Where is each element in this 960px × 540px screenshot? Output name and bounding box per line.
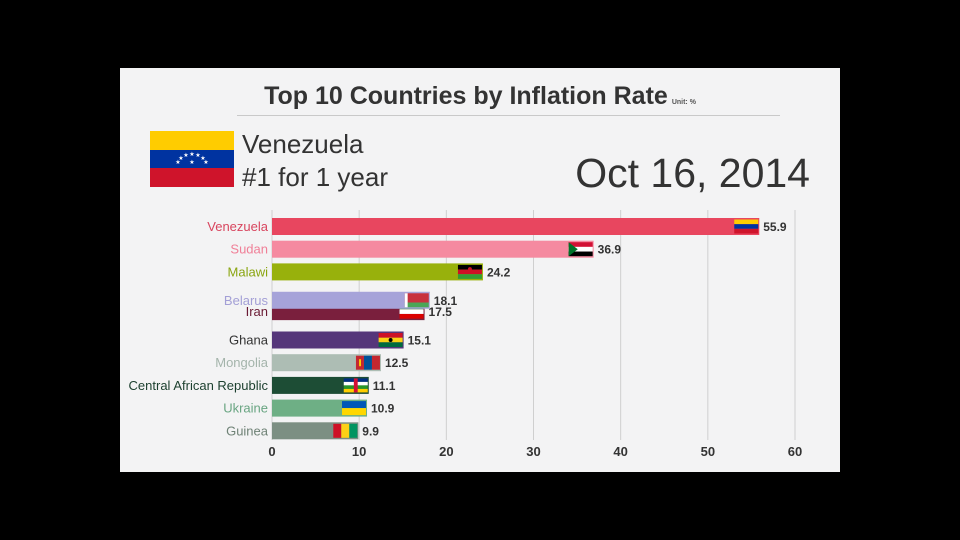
leader-streak: #1 for 1 year xyxy=(242,162,388,192)
category-label-mongolia: Mongolia xyxy=(215,355,269,370)
ghana-flag-icon xyxy=(378,333,403,347)
category-label-venezuela: Venezuela xyxy=(207,219,268,234)
malawi-flag-icon xyxy=(457,264,482,279)
bar-mongolia xyxy=(272,354,381,372)
x-tick-label: 50 xyxy=(701,444,715,459)
sudan-flag-icon xyxy=(568,242,593,257)
category-label-ukraine: Ukraine xyxy=(223,401,268,416)
leader-country-name: Venezuela xyxy=(242,129,364,159)
value-label-mongolia: 12.5 xyxy=(385,356,409,370)
bar-sudan xyxy=(272,240,594,258)
value-label-ghana: 15.1 xyxy=(408,334,432,348)
x-tick-label: 10 xyxy=(352,444,366,459)
value-label-belarus: 18.1 xyxy=(434,294,458,308)
value-label-guinea: 9.9 xyxy=(362,424,379,438)
chart-title: Top 10 Countries by Inflation Rate xyxy=(264,82,668,110)
svg-text:★: ★ xyxy=(203,159,208,166)
category-label-iran: Iran xyxy=(246,304,268,319)
category-label-belarus: Belarus xyxy=(224,293,269,308)
bar-ghana xyxy=(272,331,404,349)
svg-text:★: ★ xyxy=(200,155,205,162)
value-label-iran: 17.5 xyxy=(429,305,453,319)
venezuela-flag-icon: ★★ ★ ★ ★ ★ ★★ xyxy=(150,131,234,187)
venezuela-flag-icon xyxy=(734,219,759,234)
x-tick-label: 40 xyxy=(613,444,627,459)
category-label-ghana: Ghana xyxy=(229,333,269,348)
category-label-malawi: Malawi xyxy=(228,264,269,279)
bar-malawi xyxy=(272,263,483,281)
category-label-guinea: Guinea xyxy=(226,423,269,438)
x-tick-label: 30 xyxy=(526,444,540,459)
bar-belarus xyxy=(272,291,430,309)
value-label-malawi: 24.2 xyxy=(487,265,511,279)
svg-text:★: ★ xyxy=(189,151,194,158)
svg-text:★: ★ xyxy=(195,152,200,159)
value-label-venezuela: 55.9 xyxy=(763,220,787,234)
x-tick-label: 0 xyxy=(268,444,275,459)
mongolia-flag-icon xyxy=(355,355,380,370)
category-label-sudan: Sudan xyxy=(230,242,268,257)
belarus-flag-icon xyxy=(404,293,429,308)
x-tick-label: 60 xyxy=(788,444,802,459)
unit-label: Unit: % xyxy=(671,99,696,106)
svg-text:★: ★ xyxy=(189,159,194,166)
value-label-ukraine: 10.9 xyxy=(371,402,395,416)
svg-text:★: ★ xyxy=(178,155,183,162)
value-label-central-african-republic: 11.1 xyxy=(373,379,396,393)
title-divider xyxy=(237,115,780,116)
ukraine-flag-icon xyxy=(342,401,367,416)
central-african-republic-flag-icon xyxy=(343,378,368,393)
svg-text:★: ★ xyxy=(183,152,188,159)
bar-venezuela xyxy=(272,218,760,235)
x-tick-label: 20 xyxy=(439,444,453,459)
value-label-sudan: 36.9 xyxy=(598,243,622,257)
category-label-central-african-republic: Central African Republic xyxy=(129,378,269,393)
chart-title-block: Top 10 Countries by Inflation Rate Unit: … xyxy=(0,82,960,111)
date-display: Oct 16, 2014 xyxy=(575,150,810,196)
svg-text:★: ★ xyxy=(175,159,180,166)
guinea-flag-icon xyxy=(333,423,358,438)
